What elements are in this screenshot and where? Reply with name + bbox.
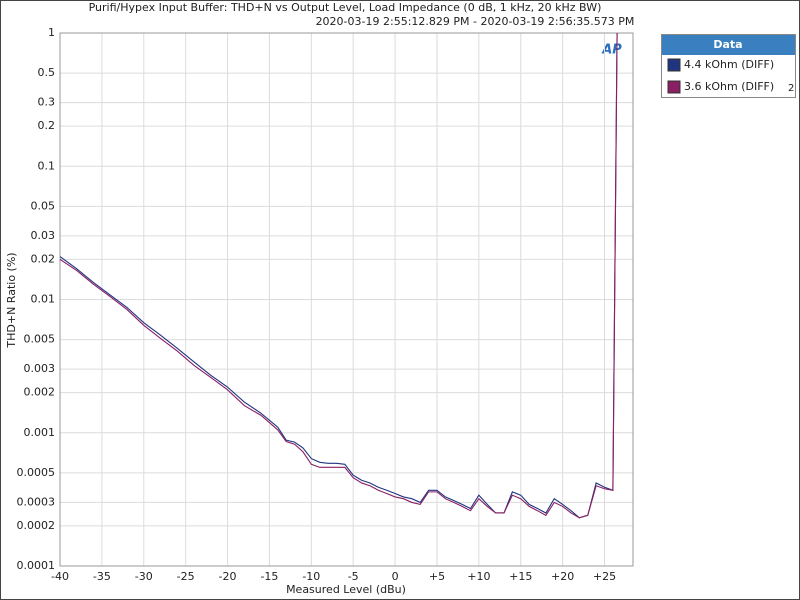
x-tick-label: 0: [392, 570, 399, 583]
x-tick-label: +10: [467, 570, 490, 583]
y-tick-label: 0.05: [31, 199, 56, 212]
series-line: [60, 33, 618, 519]
y-tick-label: 0.5: [38, 66, 56, 79]
x-axis-label: Measured Level (dBu): [286, 583, 406, 596]
y-tick-label: 0.0002: [17, 519, 56, 532]
y-tick-label: 0.0005: [17, 466, 56, 479]
x-tick-label: +20: [551, 570, 574, 583]
x-tick-label: -20: [219, 570, 237, 583]
y-tick-label: 0.2: [38, 119, 56, 132]
legend-header: [662, 35, 795, 55]
legend: Data 2: [661, 34, 796, 98]
y-tick-label: 0.005: [24, 333, 56, 346]
y-tick-label: 0.002: [24, 386, 56, 399]
legend-label: 3.6 kOhm (DIFF): [684, 80, 774, 93]
y-tick-label: 1: [48, 26, 55, 39]
chart-subtitle: 2020-03-19 2:55:12.829 PM - 2020-03-19 2…: [316, 15, 635, 28]
legend-label: 4.4 kOhm (DIFF): [684, 58, 774, 71]
series-line: [60, 33, 618, 519]
y-tick-label: 0.3: [38, 96, 56, 109]
x-tick-label: -35: [93, 570, 111, 583]
y-tick-label: 0.003: [24, 362, 56, 375]
x-tick-label: +25: [593, 570, 616, 583]
x-tick-label: +5: [429, 570, 445, 583]
y-tick-label: 0.02: [31, 252, 56, 265]
x-tick-label: -40: [51, 570, 69, 583]
legend-title: Data: [713, 38, 742, 51]
y-tick-label: 0.03: [31, 229, 56, 242]
y-tick-label: 0.01: [31, 293, 56, 306]
y-tick-label: 0.0001: [17, 559, 56, 572]
y-tick-label: 0.1: [38, 159, 56, 172]
y-axis-label: THD+N Ratio (%): [5, 252, 18, 348]
legend-badge: 2: [788, 83, 794, 94]
x-tick-label: -30: [135, 570, 153, 583]
y-tick-label: 0.001: [24, 426, 56, 439]
legend-swatch: [667, 58, 681, 72]
plot-area: [59, 32, 634, 567]
x-tick-label: -15: [260, 570, 278, 583]
y-tick-label: 0.0003: [17, 495, 56, 508]
x-tick-label: -5: [348, 570, 359, 583]
chart-title: Purifi/Hypex Input Buffer: THD+N vs Outp…: [89, 1, 602, 14]
x-tick-label: -25: [177, 570, 195, 583]
legend-swatch: [667, 80, 681, 94]
x-tick-label: +15: [509, 570, 532, 583]
x-tick-label: -10: [302, 570, 320, 583]
